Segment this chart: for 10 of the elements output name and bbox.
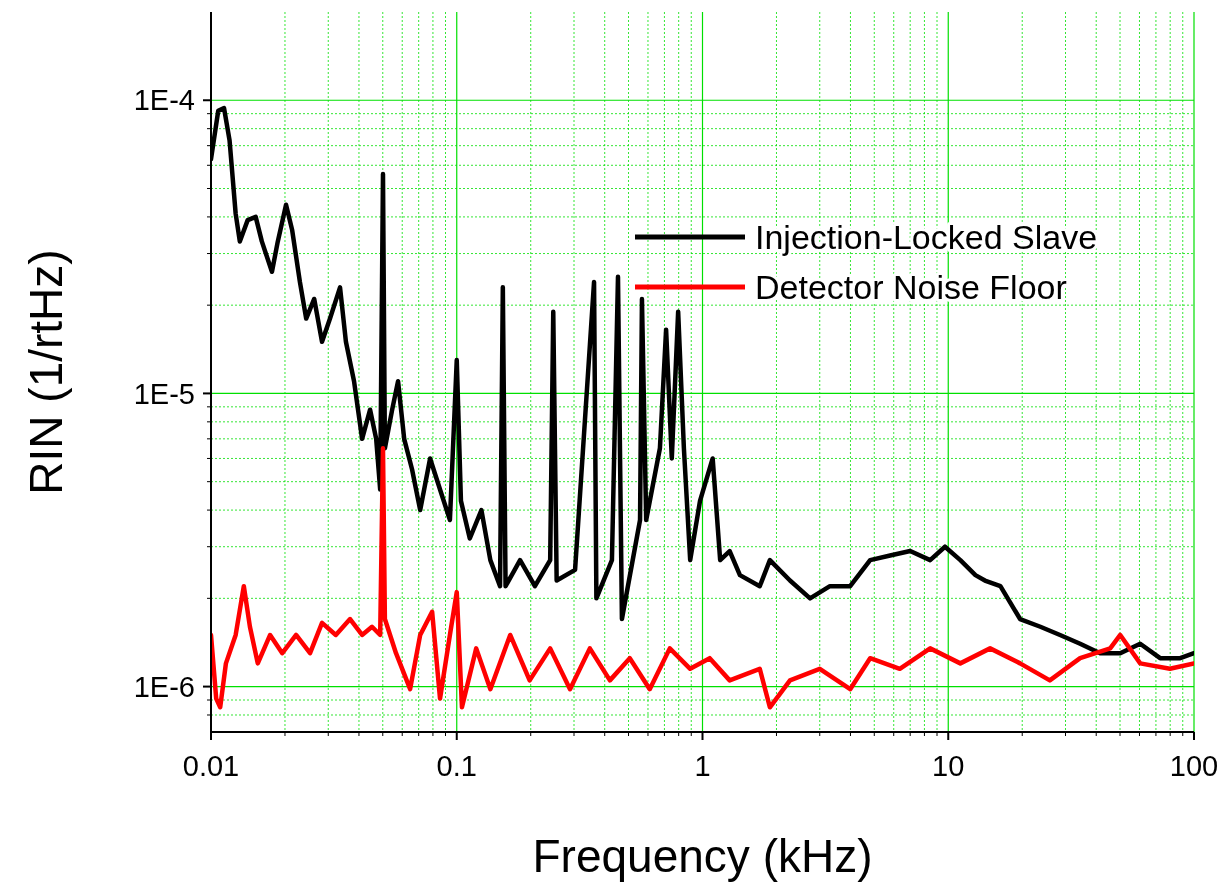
y-tick-label: 1E-4 xyxy=(133,84,195,117)
y-axis-title: RIN (1/rtHz) xyxy=(20,249,72,495)
x-tick-label: 100 xyxy=(1169,750,1219,782)
x-tick-label: 1 xyxy=(694,750,711,782)
x-tick-label: 0.01 xyxy=(182,750,240,782)
x-axis-title: Frequency (kHz) xyxy=(532,830,873,882)
y-tick-label: 1E-5 xyxy=(133,377,195,410)
x-tick-label: 0.1 xyxy=(436,750,477,782)
y-tick-label: 1E-6 xyxy=(133,670,195,703)
x-tick-label: 10 xyxy=(932,750,965,782)
